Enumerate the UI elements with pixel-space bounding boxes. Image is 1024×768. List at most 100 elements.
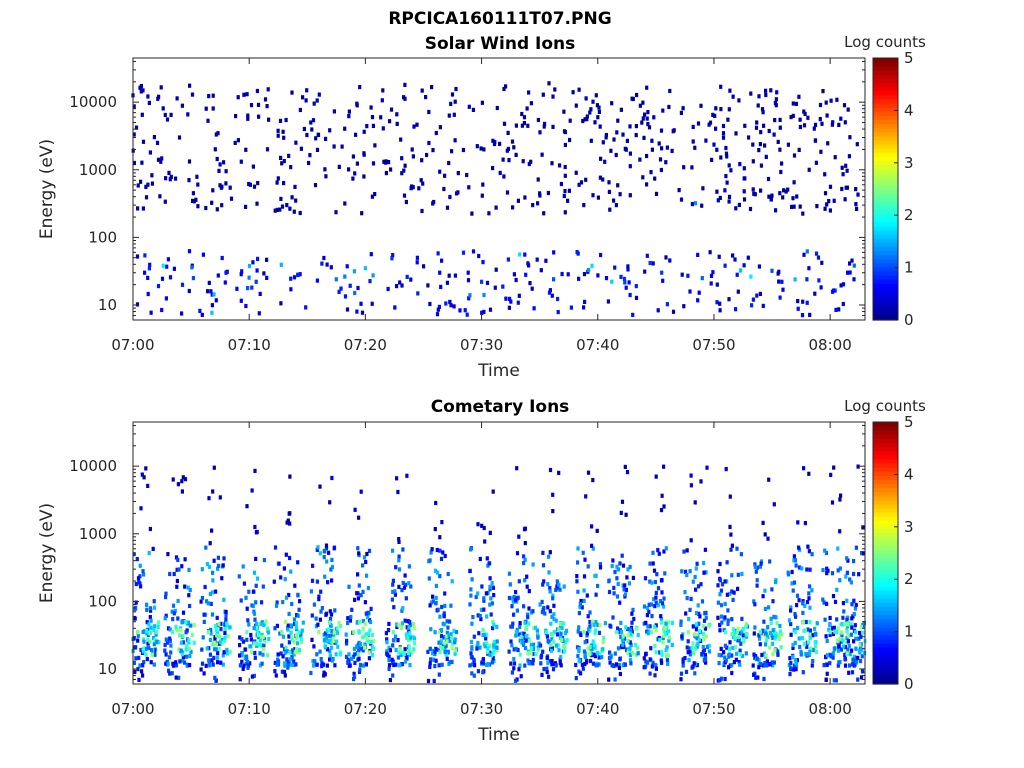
spectrogram-cell [165, 117, 170, 122]
spectrogram-cell [433, 527, 437, 532]
plot-area [133, 58, 865, 320]
spectrogram-cell [833, 599, 838, 604]
spectrogram-cell [664, 255, 668, 260]
spectrogram-cell [522, 121, 526, 126]
y-tick-label: 10 [98, 296, 117, 314]
spectrogram-cell [511, 205, 515, 210]
spectrogram-cell [404, 596, 408, 601]
spectrogram-cell [476, 613, 480, 618]
spectrogram-cell [533, 625, 538, 630]
spectrogram-cell [242, 581, 246, 586]
spectrogram-cell [658, 599, 662, 604]
spectrogram-cell [256, 256, 260, 261]
spectrogram-cell [381, 88, 385, 93]
spectrogram-cell [696, 603, 700, 608]
spectrogram-cell [289, 165, 293, 170]
colorbar-swatch [873, 524, 898, 530]
spectrogram-cell [651, 660, 655, 665]
spectrogram-cell [249, 632, 253, 638]
spectrogram-cell [765, 659, 769, 664]
spectrogram-cell [149, 608, 153, 613]
colorbar-swatch [873, 561, 898, 566]
spectrogram-cell [721, 135, 726, 140]
spectrogram-cell [762, 619, 766, 624]
spectrogram-cell [568, 137, 572, 143]
spectrogram-cell [324, 543, 329, 548]
colorbar-swatch [873, 610, 898, 615]
spectrogram-cell [771, 635, 775, 640]
spectrogram-cell [310, 578, 315, 583]
spectrogram-cell [332, 144, 336, 149]
spectrogram-cell [428, 603, 432, 608]
spectrogram-cell [485, 641, 489, 646]
spectrogram-cell [409, 277, 413, 282]
spectrogram-cell [427, 559, 431, 564]
x-axis-label: Time [477, 725, 520, 745]
spectrogram-cell [343, 274, 347, 279]
spectrogram-cell [628, 193, 632, 198]
spectrogram-cell [276, 133, 280, 138]
spectrogram-cell [614, 662, 618, 667]
spectrogram-cell [180, 311, 184, 316]
spectrogram-cell [372, 646, 376, 651]
spectrogram-cell [598, 175, 602, 180]
spectrogram-cell [239, 298, 243, 303]
colorbar-swatch [873, 471, 898, 476]
spectrogram-cell [220, 576, 224, 581]
spectrogram-cell [532, 651, 536, 657]
spectrogram-cell [736, 629, 740, 634]
spectrogram-cell [561, 643, 565, 648]
spectrogram-cell [854, 202, 858, 207]
colorbar-swatch [873, 143, 898, 149]
spectrogram-cell [310, 127, 314, 132]
spectrogram-cell [254, 583, 258, 588]
spectrogram-cell [836, 663, 840, 668]
spectrogram-cell [751, 663, 755, 668]
spectrogram-cell [805, 652, 809, 657]
spectrogram-cell [181, 634, 185, 639]
spectrogram-cell [141, 649, 145, 654]
spectrogram-cell [548, 609, 552, 614]
colorbar-swatch [873, 148, 898, 153]
spectrogram-cell [574, 170, 578, 175]
x-tick-label: 07:00 [111, 700, 154, 718]
spectrogram-cell [767, 194, 771, 199]
spectrogram-cell [679, 197, 684, 202]
spectrogram-cell [317, 630, 321, 635]
spectrogram-cell [252, 589, 256, 594]
spectrogram-cell [348, 618, 352, 623]
spectrogram-cell [215, 630, 219, 635]
spectrogram-cell [789, 622, 793, 627]
spectrogram-cell [737, 660, 741, 665]
spectrogram-cell [543, 121, 547, 126]
spectrogram-cell [370, 653, 375, 658]
spectrogram-cell [296, 592, 300, 597]
spectrogram-cell [551, 94, 555, 99]
spectrogram-cell [654, 590, 658, 595]
spectrogram-cell [258, 638, 262, 643]
spectrogram-cell [319, 609, 323, 614]
spectrogram-cell [212, 465, 216, 470]
spectrogram-cell [211, 188, 215, 193]
y-tick-label: 1000 [79, 161, 117, 179]
colorbar-swatch [873, 483, 898, 489]
spectrogram-cell [628, 292, 632, 298]
spectrogram-cell [161, 263, 165, 268]
spectrogram-cell [661, 640, 665, 645]
spectrogram-cell [596, 583, 600, 589]
spectrogram-cell [252, 184, 257, 189]
spectrogram-cell [646, 660, 650, 665]
spectrogram-cell [742, 166, 746, 171]
spectrogram-cell [811, 647, 815, 652]
spectrogram-cell [854, 646, 858, 651]
spectrogram-cell [648, 260, 652, 266]
spectrogram-cell [465, 312, 469, 317]
spectrogram-cell [238, 643, 242, 648]
spectrogram-cell [738, 162, 742, 167]
spectrogram-cell [397, 537, 401, 542]
spectrogram-cell [597, 630, 601, 635]
spectrogram-cell [848, 577, 852, 582]
spectrogram-cell [258, 651, 262, 656]
spectrogram-cell [519, 674, 523, 679]
spectrogram-cell [431, 599, 435, 604]
